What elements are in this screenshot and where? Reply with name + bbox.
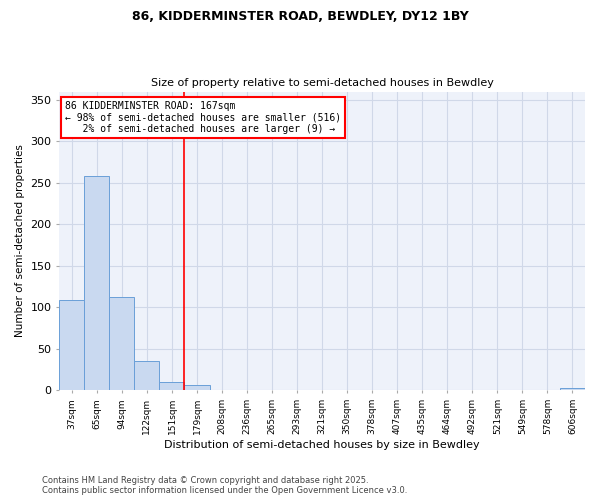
Text: 86, KIDDERMINSTER ROAD, BEWDLEY, DY12 1BY: 86, KIDDERMINSTER ROAD, BEWDLEY, DY12 1B… [131, 10, 469, 23]
Bar [160, 382, 184, 390]
Bar [184, 386, 209, 390]
Bar [109, 298, 134, 390]
Title: Size of property relative to semi-detached houses in Bewdley: Size of property relative to semi-detach… [151, 78, 494, 88]
Bar [134, 362, 160, 390]
Bar [560, 388, 585, 390]
X-axis label: Distribution of semi-detached houses by size in Bewdley: Distribution of semi-detached houses by … [164, 440, 480, 450]
Text: 86 KIDDERMINSTER ROAD: 167sqm
← 98% of semi-detached houses are smaller (516)
  : 86 KIDDERMINSTER ROAD: 167sqm ← 98% of s… [65, 100, 341, 134]
Text: Contains HM Land Registry data © Crown copyright and database right 2025.
Contai: Contains HM Land Registry data © Crown c… [42, 476, 407, 495]
Y-axis label: Number of semi-detached properties: Number of semi-detached properties [15, 144, 25, 338]
Bar [59, 300, 85, 390]
Bar [85, 176, 109, 390]
